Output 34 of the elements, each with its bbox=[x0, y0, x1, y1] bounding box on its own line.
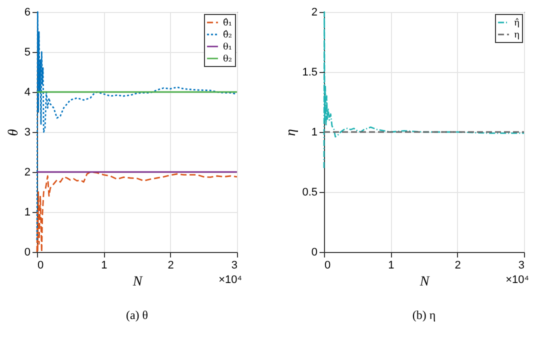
text: ×10⁴ bbox=[506, 274, 530, 286]
y-tick-label: 0.5 bbox=[302, 186, 318, 198]
y-tick-label: 1.5 bbox=[302, 66, 318, 78]
legend-label: θ₂ bbox=[223, 54, 232, 64]
legend-label: θ̂₂ bbox=[223, 30, 232, 40]
legend-label: θ̂₁ bbox=[223, 18, 232, 28]
y-tick-label: 2 bbox=[311, 6, 318, 18]
y-axis-title: η bbox=[284, 128, 300, 136]
legend-label: η̂ bbox=[514, 18, 520, 28]
text: ×10⁴ bbox=[218, 274, 242, 286]
x-tick-label: 0 bbox=[38, 260, 44, 272]
x-axis-title: N bbox=[132, 274, 143, 290]
x-axis-title: N bbox=[418, 274, 430, 290]
y-tick-label: 0 bbox=[24, 246, 30, 258]
y-tick-label: 6 bbox=[24, 6, 30, 18]
x-tick-label: 1 bbox=[388, 260, 394, 272]
y-axis-title: θ bbox=[6, 128, 22, 136]
text: (a) θ bbox=[126, 308, 148, 322]
x-tick-label: 3 bbox=[518, 260, 524, 272]
legend-label: θ₁ bbox=[223, 42, 232, 52]
y-tick-label: 4 bbox=[24, 86, 30, 98]
legend-label: η bbox=[514, 30, 520, 40]
y-tick-label: 2 bbox=[24, 166, 30, 178]
x-tick-label: 3 bbox=[231, 260, 238, 272]
x-tick-label: 0 bbox=[324, 260, 331, 272]
y-tick-label: 3 bbox=[24, 126, 30, 138]
y-tick-label: 0 bbox=[311, 246, 318, 258]
y-tick-label: 5 bbox=[24, 46, 30, 58]
text: (b) η bbox=[412, 308, 436, 322]
x-tick-label: 1 bbox=[101, 260, 108, 272]
x-tick-label: 2 bbox=[168, 260, 174, 272]
y-tick-label: 1 bbox=[311, 126, 318, 138]
y-tick-label: 1 bbox=[24, 206, 30, 218]
x-tick-label: 2 bbox=[454, 260, 461, 272]
